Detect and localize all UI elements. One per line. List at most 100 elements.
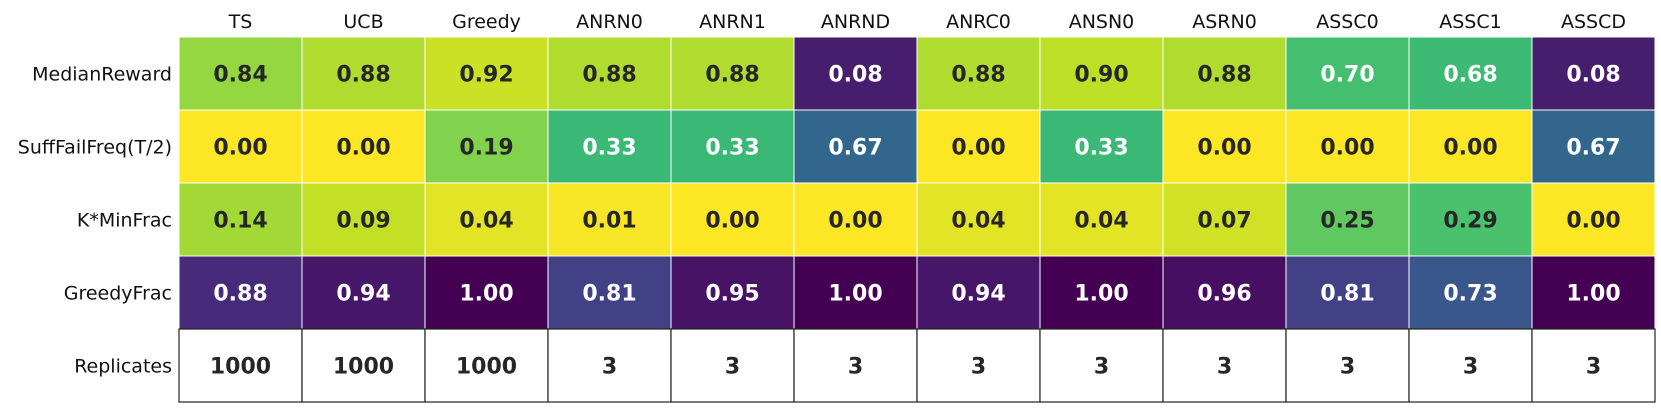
column-label-anrc0: ANRC0 <box>946 11 1011 33</box>
cell-k-minfrac-anrc0 <box>916 182 1041 257</box>
cell-value-medianreward-assc0: 0.70 <box>1320 63 1374 88</box>
cell-value-sufffailfreq-t-2-assc1: 0.00 <box>1443 136 1497 161</box>
cell-k-minfrac-greedy <box>424 182 549 257</box>
cell-value-replicates-ucb: 1000 <box>333 355 394 380</box>
row-label-k-minfrac: K*MinFrac <box>77 210 172 232</box>
cell-medianreward-ansn0 <box>1039 36 1164 111</box>
cell-greedyfrac-ucb <box>301 255 426 330</box>
cell-value-greedyfrac-asrn0: 0.96 <box>1197 282 1251 307</box>
cell-value-replicates-assc0: 3 <box>1340 355 1355 380</box>
cell-value-sufffailfreq-t-2-asrn0: 0.00 <box>1197 136 1251 161</box>
column-label-greedy: Greedy <box>452 11 521 33</box>
cell-value-greedyfrac-ucb: 0.94 <box>336 282 390 307</box>
cell-replicates-ts <box>178 328 303 403</box>
cell-value-sufffailfreq-t-2-anrnd: 0.67 <box>828 136 882 161</box>
cell-medianreward-anrnd <box>793 36 918 111</box>
cell-value-replicates-greedy: 1000 <box>456 355 517 380</box>
cell-value-greedyfrac-asscd: 1.00 <box>1566 282 1620 307</box>
cell-value-k-minfrac-asrn0: 0.07 <box>1197 209 1251 234</box>
cell-value-k-minfrac-anrc0: 0.04 <box>951 209 1005 234</box>
cell-sufffailfreq-t-2-anrc0 <box>916 109 1041 184</box>
cell-value-k-minfrac-ansn0: 0.04 <box>1074 209 1128 234</box>
cell-value-medianreward-ucb: 0.88 <box>336 63 390 88</box>
cell-value-sufffailfreq-t-2-anrn1: 0.33 <box>705 136 759 161</box>
cell-value-k-minfrac-greedy: 0.04 <box>459 209 513 234</box>
cell-value-medianreward-greedy: 0.92 <box>459 63 513 88</box>
cell-value-replicates-anrn1: 3 <box>725 355 740 380</box>
cell-value-k-minfrac-assc1: 0.29 <box>1443 209 1497 234</box>
cell-k-minfrac-ts <box>178 182 303 257</box>
cell-replicates-asrn0 <box>1162 328 1287 403</box>
cell-sufffailfreq-t-2-assc0 <box>1285 109 1410 184</box>
cell-replicates-anrc0 <box>916 328 1041 403</box>
cell-value-medianreward-asscd: 0.08 <box>1566 63 1620 88</box>
cell-value-sufffailfreq-t-2-ansn0: 0.33 <box>1074 136 1128 161</box>
cell-medianreward-ts <box>178 36 303 111</box>
cell-replicates-anrn1 <box>670 328 795 403</box>
cell-value-medianreward-anrc0: 0.88 <box>951 63 1005 88</box>
row-label-medianreward: MedianReward <box>32 64 172 86</box>
cell-greedyfrac-anrn0 <box>547 255 672 330</box>
cell-greedyfrac-asscd <box>1531 255 1656 330</box>
cell-value-k-minfrac-ucb: 0.09 <box>336 209 390 234</box>
cell-k-minfrac-anrn0 <box>547 182 672 257</box>
cell-greedyfrac-asrn0 <box>1162 255 1287 330</box>
cell-sufffailfreq-t-2-assc1 <box>1408 109 1533 184</box>
cell-value-sufffailfreq-t-2-greedy: 0.19 <box>459 136 513 161</box>
cell-value-sufffailfreq-t-2-ucb: 0.00 <box>336 136 390 161</box>
cell-replicates-assc1 <box>1408 328 1533 403</box>
column-label-assc1: ASSC1 <box>1439 11 1501 33</box>
cell-value-sufffailfreq-t-2-anrn0: 0.33 <box>582 136 636 161</box>
heatmap-cells <box>178 36 1656 403</box>
cell-sufffailfreq-t-2-greedy <box>424 109 549 184</box>
cell-sufffailfreq-t-2-asrn0 <box>1162 109 1287 184</box>
column-label-ucb: UCB <box>343 11 383 33</box>
cell-greedyfrac-ts <box>178 255 303 330</box>
cell-medianreward-anrn1 <box>670 36 795 111</box>
cell-replicates-ansn0 <box>1039 328 1164 403</box>
cell-sufffailfreq-t-2-anrn1 <box>670 109 795 184</box>
cell-sufffailfreq-t-2-ts <box>178 109 303 184</box>
cell-greedyfrac-assc0 <box>1285 255 1410 330</box>
cell-replicates-ucb <box>301 328 426 403</box>
cell-value-k-minfrac-asscd: 0.00 <box>1566 209 1620 234</box>
cell-sufffailfreq-t-2-anrnd <box>793 109 918 184</box>
column-label-ts: TS <box>228 11 253 33</box>
cell-sufffailfreq-t-2-asscd <box>1531 109 1656 184</box>
row-labels: MedianReward SuffFailFreq(T/2) K*MinFrac Gr… <box>18 64 172 378</box>
cell-replicates-greedy <box>424 328 549 403</box>
cell-sufffailfreq-t-2-ansn0 <box>1039 109 1164 184</box>
row-label-sufffailfreq-t-2: SuffFailFreq(T/2) <box>18 137 172 159</box>
cell-value-k-minfrac-assc0: 0.25 <box>1320 209 1374 234</box>
cell-medianreward-anrn0 <box>547 36 672 111</box>
cell-value-greedyfrac-anrnd: 1.00 <box>828 282 882 307</box>
cell-sufffailfreq-t-2-anrn0 <box>547 109 672 184</box>
cell-value-k-minfrac-anrn0: 0.01 <box>582 209 636 234</box>
column-label-asrn0: ASRN0 <box>1192 11 1257 33</box>
cell-value-medianreward-ts: 0.84 <box>213 63 267 88</box>
column-label-anrnd: ANRND <box>821 11 890 33</box>
column-labels: TS UCB Greedy ANRN0 ANRN1 ANRND ANRC0 ANSN0 ASRN… <box>228 11 1626 33</box>
cell-value-replicates-asrn0: 3 <box>1217 355 1232 380</box>
cell-value-greedyfrac-assc0: 0.81 <box>1320 282 1374 307</box>
cell-replicates-assc0 <box>1285 328 1410 403</box>
cell-value-replicates-anrnd: 3 <box>848 355 863 380</box>
cell-value-replicates-asscd: 3 <box>1586 355 1601 380</box>
cell-value-medianreward-anrn1: 0.88 <box>705 63 759 88</box>
cell-value-replicates-anrn0: 3 <box>602 355 617 380</box>
column-label-anrn1: ANRN1 <box>699 11 766 33</box>
heatmap-cell-labels: 0.84 0.88 0.92 0.88 0.88 0.08 0.88 0.90 0.88 0.70… <box>210 63 1621 380</box>
cell-value-k-minfrac-anrnd: 0.00 <box>828 209 882 234</box>
cell-value-greedyfrac-ts: 0.88 <box>213 282 267 307</box>
cell-medianreward-asscd <box>1531 36 1656 111</box>
cell-greedyfrac-anrnd <box>793 255 918 330</box>
column-label-assc0: ASSC0 <box>1316 11 1378 33</box>
cell-medianreward-greedy <box>424 36 549 111</box>
cell-replicates-anrnd <box>793 328 918 403</box>
cell-value-medianreward-anrn0: 0.88 <box>582 63 636 88</box>
cell-k-minfrac-assc1 <box>1408 182 1533 257</box>
column-label-anrn0: ANRN0 <box>576 11 643 33</box>
row-label-greedyfrac: GreedyFrac <box>64 283 172 305</box>
cell-value-medianreward-anrnd: 0.08 <box>828 63 882 88</box>
